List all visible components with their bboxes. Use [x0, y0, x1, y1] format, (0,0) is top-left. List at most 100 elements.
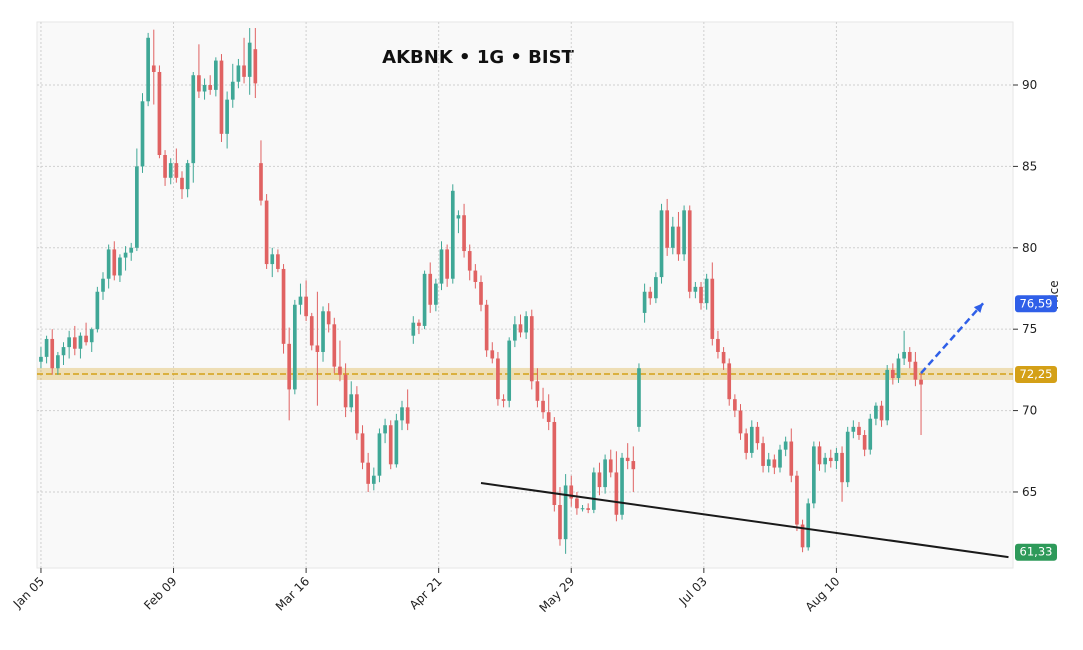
x-tick-label: Jul 03: [676, 574, 710, 608]
candle-body: [744, 433, 748, 453]
y-tick-label: 70: [1022, 404, 1037, 418]
candle-body: [648, 291, 653, 299]
candle-body: [439, 249, 444, 284]
candle-body: [891, 369, 895, 379]
candle-body: [738, 410, 743, 434]
candle-body: [168, 163, 173, 178]
y-tick-label: 65: [1022, 485, 1037, 499]
candle-body: [755, 426, 760, 444]
candle-body: [812, 446, 816, 504]
candle-body: [828, 457, 833, 462]
candle-body: [405, 407, 410, 424]
y-tick-label: 85: [1022, 159, 1037, 173]
candle-body: [586, 508, 591, 510]
candle-body: [682, 210, 686, 255]
candle-body: [524, 316, 528, 333]
candle-body: [716, 338, 720, 352]
candle-body: [208, 85, 213, 90]
candle-body: [315, 345, 320, 352]
candle-body: [377, 433, 382, 476]
candle-body: [676, 226, 681, 255]
candle-body: [823, 457, 827, 465]
candle-body: [851, 426, 856, 432]
candle-body: [637, 368, 641, 427]
candle-body: [39, 356, 43, 362]
candle-body: [89, 329, 94, 343]
candle-body: [225, 99, 229, 134]
candle-body: [50, 338, 55, 369]
candle-body: [597, 472, 602, 488]
candle-body: [496, 358, 500, 400]
candle-body: [338, 366, 342, 375]
y-tick-label: 75: [1022, 322, 1037, 336]
candle-body: [817, 446, 822, 465]
candle-body: [202, 85, 207, 92]
candle-body: [242, 65, 246, 77]
candle-body: [78, 335, 83, 349]
candle-body: [270, 254, 275, 265]
x-tick-label: Jan 05: [10, 574, 47, 611]
candle-body: [907, 351, 912, 362]
y-tick-label: 80: [1022, 241, 1037, 255]
candle-body: [840, 452, 844, 483]
candle-body: [56, 355, 60, 369]
candle-body: [484, 304, 489, 351]
candle-body: [704, 278, 709, 304]
candle-body: [620, 457, 624, 515]
candle-body: [326, 311, 331, 325]
candle-body: [462, 215, 466, 252]
candle-body: [721, 351, 726, 364]
y-tick-label: 90: [1022, 78, 1037, 92]
candle-body: [191, 75, 196, 164]
candle-body: [766, 459, 771, 466]
candle-body: [845, 431, 850, 483]
candle-body: [84, 335, 88, 343]
candle-body: [783, 441, 788, 450]
candle-body: [479, 281, 483, 305]
candle-body: [541, 400, 545, 413]
candle-body: [699, 286, 703, 304]
candle-body: [529, 316, 534, 382]
candle-body: [371, 475, 376, 484]
candle-body: [761, 443, 765, 466]
candle-body: [885, 369, 890, 421]
candle-body: [157, 71, 162, 155]
candle-body: [72, 337, 77, 349]
candle-body: [896, 358, 901, 379]
candle-body: [450, 190, 455, 279]
candle-body: [919, 379, 923, 385]
price-badge: [1015, 295, 1057, 313]
candle-body: [411, 322, 416, 336]
candle-body: [123, 252, 128, 258]
price-badge: [1015, 543, 1057, 561]
candle-body: [332, 324, 337, 367]
candle-body: [608, 459, 613, 473]
candle-body: [535, 381, 540, 401]
price-badge-label: 61,33: [1020, 545, 1053, 559]
candle-body: [360, 433, 365, 463]
candle-body: [456, 215, 461, 219]
candle-body: [259, 163, 263, 201]
candle-body: [558, 505, 562, 540]
candle-body: [778, 449, 782, 468]
candle-body: [281, 268, 286, 344]
candle-body: [569, 485, 574, 499]
plot-area: [36, 21, 1014, 569]
candle-body: [710, 278, 715, 339]
candle-body: [428, 273, 433, 305]
candle-body: [546, 412, 551, 422]
candle-body: [355, 394, 359, 434]
candle-body: [129, 247, 134, 253]
candle-body: [163, 155, 167, 178]
candle-body: [95, 291, 100, 330]
candle-body: [422, 273, 427, 326]
candle-body: [44, 338, 49, 357]
candle-body: [219, 60, 224, 134]
candle-body: [174, 163, 179, 178]
candle-body: [197, 75, 201, 92]
candle-body: [247, 42, 252, 77]
candle-body: [118, 257, 122, 276]
candle-body: [654, 277, 658, 299]
candle-body: [214, 60, 218, 90]
candle-body: [292, 304, 297, 390]
